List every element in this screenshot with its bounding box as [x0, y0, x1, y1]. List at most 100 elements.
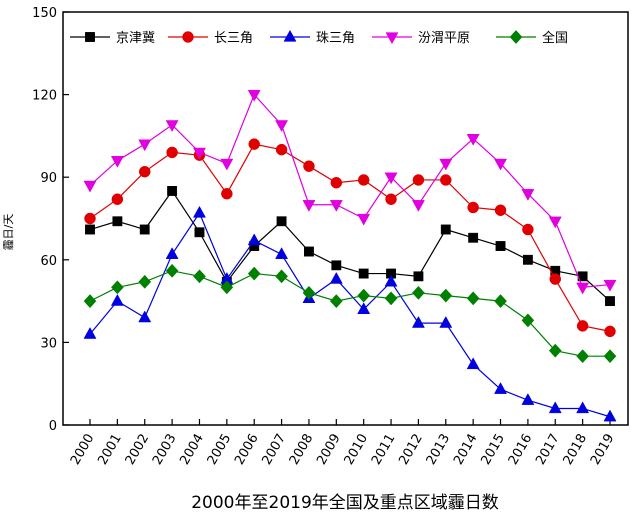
data-point: [411, 200, 425, 212]
data-point: [357, 213, 371, 226]
legend-marker: [283, 29, 297, 42]
data-point: [194, 227, 205, 238]
data-point: [165, 263, 179, 278]
x-tick-label: 2005: [205, 432, 235, 468]
data-point: [138, 310, 152, 323]
data-point: [247, 266, 261, 281]
data-point: [548, 343, 562, 358]
data-point: [521, 189, 535, 201]
data-point: [576, 349, 590, 364]
x-tick-label: 2004: [177, 432, 207, 468]
data-point: [466, 134, 480, 146]
legend-item: 京津冀: [70, 30, 155, 46]
series-layer: [83, 89, 617, 422]
series-line: [89, 93, 611, 288]
legend-item: 汾渭平原: [372, 31, 470, 46]
y-tick-label: 30: [40, 336, 57, 351]
legend-marker: [85, 32, 95, 42]
legend-label: 长三角: [214, 31, 253, 46]
data-point: [329, 200, 343, 212]
data-point: [411, 316, 425, 328]
legend-label: 珠三角: [316, 31, 355, 46]
data-point: [83, 180, 97, 193]
data-point: [138, 274, 152, 289]
data-point: [466, 357, 480, 370]
data-point: [329, 271, 343, 284]
data-point: [112, 216, 123, 227]
data-point: [247, 233, 261, 246]
series-2: [84, 138, 616, 338]
data-point: [193, 205, 206, 218]
data-point: [385, 193, 397, 205]
data-point: [604, 325, 616, 338]
x-tick-label: 2019: [588, 432, 618, 468]
x-tick-label: 2013: [424, 432, 454, 468]
x-tick-label: 2001: [95, 432, 125, 468]
data-point: [220, 280, 234, 295]
x-tick-label: 2018: [561, 432, 591, 468]
data-point: [275, 247, 289, 259]
data-point: [247, 89, 261, 102]
data-point: [548, 216, 562, 229]
data-point: [302, 285, 316, 300]
data-point: [193, 147, 206, 160]
data-point: [439, 158, 453, 171]
data-point: [165, 120, 179, 133]
legend-item: 珠三角: [270, 29, 355, 46]
x-tick-label: 2002: [123, 432, 153, 468]
x-tick-label: 2015: [478, 432, 508, 468]
x-tick-label: 2009: [314, 432, 344, 468]
data-point: [412, 285, 425, 300]
data-point: [138, 165, 151, 178]
series-line: [89, 189, 611, 302]
data-point: [576, 401, 590, 414]
data-point: [166, 146, 178, 159]
data-point: [549, 273, 562, 285]
series-line: [89, 270, 610, 357]
data-point: [603, 349, 617, 364]
data-point: [85, 224, 95, 235]
legend-label: 全国: [542, 30, 568, 46]
data-point: [384, 274, 398, 287]
data-point: [548, 401, 562, 414]
data-point: [220, 158, 234, 171]
legend-marker: [182, 31, 194, 43]
data-point: [221, 187, 233, 200]
data-point: [495, 241, 506, 251]
data-point: [413, 271, 424, 282]
x-axis: 2000200120022003200420052006200720082009…: [68, 419, 618, 468]
data-point: [522, 223, 534, 236]
plot-frame: [62, 11, 629, 426]
y-tick-label: 150: [32, 6, 57, 21]
data-point: [165, 247, 179, 259]
data-point: [521, 393, 535, 405]
data-point: [357, 174, 370, 186]
data-point: [304, 246, 314, 257]
x-tick-label: 2008: [287, 432, 317, 468]
series-1: [85, 186, 615, 307]
data-point: [248, 138, 260, 150]
data-point: [329, 294, 343, 309]
data-point: [494, 158, 507, 171]
data-point: [494, 294, 507, 309]
data-point: [439, 288, 453, 303]
legend-label: 汾渭平原: [418, 31, 470, 46]
data-point: [357, 302, 371, 315]
x-tick-label: 2010: [342, 432, 372, 468]
data-point: [494, 382, 507, 394]
data-point: [466, 291, 480, 306]
series-5: [83, 263, 617, 364]
series-line: [89, 211, 611, 418]
x-tick-label: 2006: [232, 432, 262, 468]
data-point: [440, 224, 451, 235]
data-point: [521, 313, 535, 328]
data-point: [83, 327, 97, 339]
data-point: [83, 294, 97, 309]
x-tick-label: 2016: [506, 432, 536, 468]
data-point: [138, 139, 152, 152]
data-point: [494, 204, 507, 216]
data-point: [303, 160, 315, 172]
data-point: [357, 288, 371, 303]
y-axis-label: 霾日/天: [2, 214, 15, 251]
x-tick-label: 2012: [396, 432, 426, 468]
